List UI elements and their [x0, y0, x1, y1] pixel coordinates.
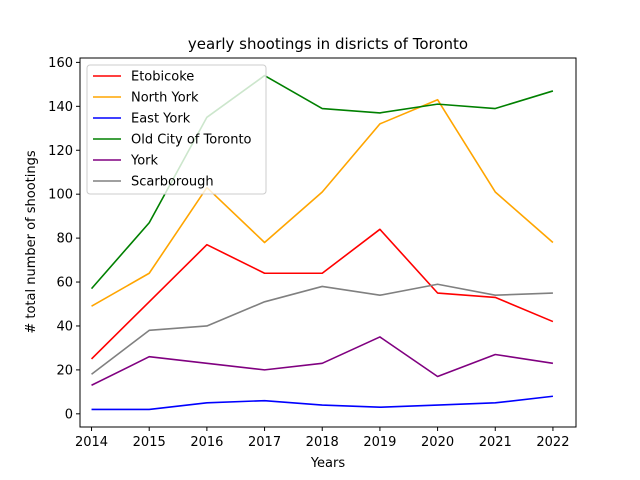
x-tick-label: 2017 — [248, 435, 281, 450]
series-line-0 — [90, 228, 554, 360]
legend-box — [86, 64, 267, 195]
series-lines — [90, 74, 554, 411]
legend-label-4: York — [130, 154, 159, 169]
chart-title: yearly shootings in disricts of Toronto — [188, 35, 468, 53]
x-tick-label: 2019 — [363, 435, 396, 450]
series-line-1 — [91, 98, 554, 307]
y-tick-label: 100 — [48, 188, 73, 203]
x-axis-ticks: 2014 2015 2016 2017 2018 2019 2020 2021 2022 — [75, 427, 569, 450]
x-tick-label: 2015 — [133, 435, 166, 450]
y-tick-label: 80 — [56, 232, 73, 247]
x-tick-label: 2022 — [536, 435, 569, 450]
x-axis-label: Years — [310, 456, 346, 471]
x-tick-label: 2016 — [190, 435, 223, 450]
y-tick-label: 160 — [48, 56, 73, 71]
x-tick-label: 2021 — [479, 435, 512, 450]
series-line-5 — [91, 283, 553, 375]
legend-label-1: North York — [131, 91, 199, 106]
y-tick-label: 140 — [48, 100, 73, 115]
legend-label-5: Scarborough — [131, 175, 214, 190]
legend-label-3: Old City of Toronto — [131, 133, 252, 148]
x-tick-label: 2020 — [421, 435, 454, 450]
y-axis-ticks: 0 20 40 60 80 100 120 140 160 — [48, 56, 80, 422]
x-tick-label: 2018 — [306, 435, 339, 450]
y-tick-label: 20 — [56, 363, 73, 378]
legend-label-2: East York — [131, 112, 191, 127]
y-tick-label: 40 — [56, 319, 73, 334]
y-tick-label: 120 — [48, 144, 73, 159]
y-tick-label: 0 — [65, 407, 73, 422]
legend: Etobicoke North York East York Old City of … — [86, 64, 267, 195]
y-axis-label: # total number of shootings — [24, 150, 39, 334]
series-line-4 — [91, 336, 554, 386]
series-line-2 — [91, 395, 554, 411]
x-tick-label: 2014 — [75, 435, 108, 450]
legend-entries: Etobicoke North York East York Old City of … — [93, 70, 252, 190]
legend-label-0: Etobicoke — [131, 70, 194, 85]
y-tick-label: 60 — [56, 276, 73, 291]
